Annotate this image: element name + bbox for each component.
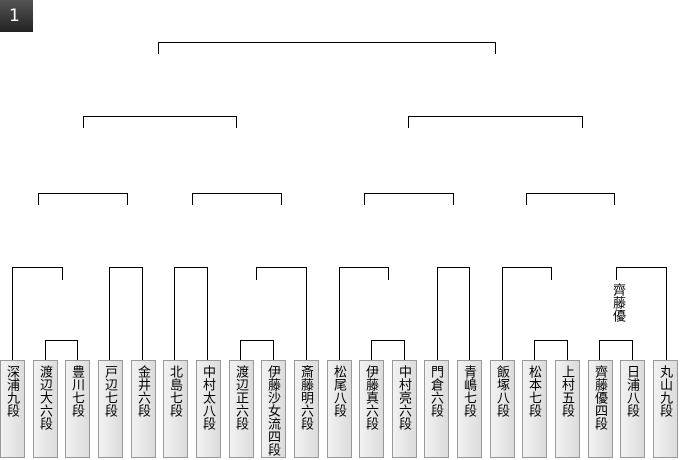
player-box: 丸山九段 — [653, 360, 678, 458]
quarters — [38, 193, 615, 205]
player-box: 齊藤優四段 — [588, 360, 613, 458]
winner-label: 齊藤優 — [610, 283, 625, 322]
player-box: 金井六段 — [131, 360, 156, 458]
semis — [83, 116, 583, 128]
player-box: 戸辺七段 — [98, 360, 123, 458]
player-box: 松本七段 — [522, 360, 547, 458]
round-1 — [45, 340, 633, 360]
player-box: 門倉六段 — [424, 360, 449, 458]
player-box: 深浦九段 — [0, 360, 25, 458]
player-box: 伊藤沙女流四段 — [261, 360, 286, 458]
player-box: 中村太八段 — [196, 360, 221, 458]
player-box: 上村五段 — [555, 360, 580, 458]
player-box: 北島七段 — [163, 360, 188, 458]
player-box: 豊川七段 — [65, 360, 90, 458]
player-box: 斎藤明六段 — [294, 360, 319, 458]
player-box: 飯塚八段 — [490, 360, 515, 458]
player-box: 渡辺正六段 — [229, 360, 254, 458]
round-label: 1 — [0, 0, 33, 32]
player-box: 渡辺大六段 — [33, 360, 58, 458]
player-box: 中村亮六段 — [392, 360, 417, 458]
round-2 — [12, 267, 667, 360]
player-box: 青嶋七段 — [457, 360, 482, 458]
player-box: 松尾八段 — [327, 360, 352, 458]
player-box: 日浦八段 — [620, 360, 645, 458]
player-box: 伊藤真六段 — [359, 360, 384, 458]
final — [158, 42, 496, 54]
